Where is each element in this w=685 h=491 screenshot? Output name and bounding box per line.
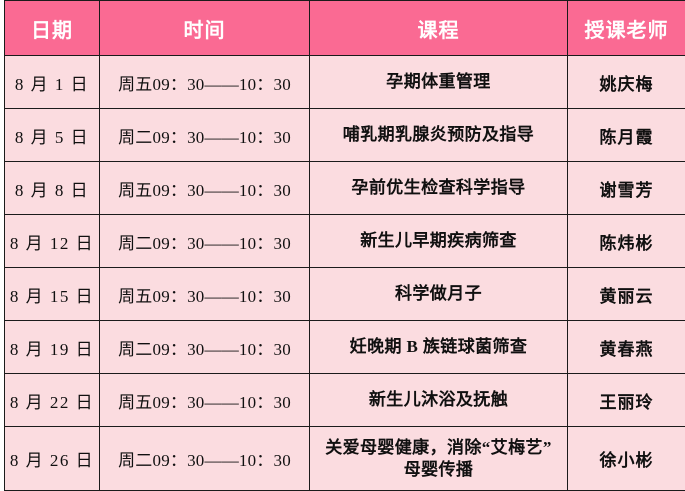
cell-time: 周二09：30——10：30	[100, 427, 310, 491]
table-row: 8 月 19 日 周二09：30——10：30 妊晚期 B 族链球菌筛查 黄春燕	[5, 321, 685, 374]
cell-time: 周二09：30——10：30	[100, 321, 310, 374]
cell-course: 孕期体重管理	[310, 56, 568, 109]
cell-course: 哺乳期乳腺炎预防及指导	[310, 109, 568, 162]
cell-teacher: 陈月霞	[568, 109, 685, 162]
cell-course-line2: 母婴传播	[314, 459, 563, 481]
cell-date: 8 月 26 日	[5, 427, 100, 491]
cell-course: 孕前优生检查科学指导	[310, 162, 568, 215]
cell-course-line1: 关爱母婴健康，消除“艾梅艺”	[325, 438, 552, 457]
cell-teacher: 陈炜彬	[568, 215, 685, 268]
cell-course: 科学做月子	[310, 268, 568, 321]
header-row: 日期 时间 课程 授课老师	[5, 1, 685, 56]
cell-time: 周二09：30——10：30	[100, 109, 310, 162]
table-row: 8 月 22 日 周五09：30——10：30 新生儿沐浴及抚触 王丽玲	[5, 374, 685, 427]
column-header-date: 日期	[5, 1, 100, 56]
cell-time: 周五09：30——10：30	[100, 374, 310, 427]
table-row: 8 月 1 日 周五09：30——10：30 孕期体重管理 姚庆梅	[5, 56, 685, 109]
cell-teacher: 王丽玲	[568, 374, 685, 427]
cell-course: 新生儿早期疾病筛查	[310, 215, 568, 268]
cell-course: 关爱母婴健康，消除“艾梅艺” 母婴传播	[310, 427, 568, 491]
cell-time: 周二09：30——10：30	[100, 215, 310, 268]
cell-date: 8 月 19 日	[5, 321, 100, 374]
cell-date: 8 月 22 日	[5, 374, 100, 427]
cell-time: 周五09：30——10：30	[100, 56, 310, 109]
cell-teacher: 黄春燕	[568, 321, 685, 374]
table-row: 8 月 5 日 周二09：30——10：30 哺乳期乳腺炎预防及指导 陈月霞	[5, 109, 685, 162]
column-header-course: 课程	[310, 1, 568, 56]
table-body: 8 月 1 日 周五09：30——10：30 孕期体重管理 姚庆梅 8 月 5 …	[5, 56, 685, 491]
cell-teacher: 黄丽云	[568, 268, 685, 321]
cell-date: 8 月 12 日	[5, 215, 100, 268]
column-header-teacher: 授课老师	[568, 1, 685, 56]
cell-course: 新生儿沐浴及抚触	[310, 374, 568, 427]
table-header: 日期 时间 课程 授课老师	[5, 1, 685, 56]
cell-teacher: 姚庆梅	[568, 56, 685, 109]
cell-teacher: 谢雪芳	[568, 162, 685, 215]
column-header-time: 时间	[100, 1, 310, 56]
table-row: 8 月 12 日 周二09：30——10：30 新生儿早期疾病筛查 陈炜彬	[5, 215, 685, 268]
cell-course: 妊晚期 B 族链球菌筛查	[310, 321, 568, 374]
cell-date: 8 月 1 日	[5, 56, 100, 109]
cell-date: 8 月 15 日	[5, 268, 100, 321]
cell-date: 8 月 8 日	[5, 162, 100, 215]
table-row: 8 月 26 日 周二09：30——10：30 关爱母婴健康，消除“艾梅艺” 母…	[5, 427, 685, 491]
table-row: 8 月 15 日 周五09：30——10：30 科学做月子 黄丽云	[5, 268, 685, 321]
class-schedule-table: 日期 时间 课程 授课老师 8 月 1 日 周五09：30——10：30 孕期体…	[4, 0, 685, 491]
cell-time: 周五09：30——10：30	[100, 268, 310, 321]
table-row: 8 月 8 日 周五09：30——10：30 孕前优生检查科学指导 谢雪芳	[5, 162, 685, 215]
cell-teacher: 徐小彬	[568, 427, 685, 491]
cell-time: 周五09：30——10：30	[100, 162, 310, 215]
cell-date: 8 月 5 日	[5, 109, 100, 162]
